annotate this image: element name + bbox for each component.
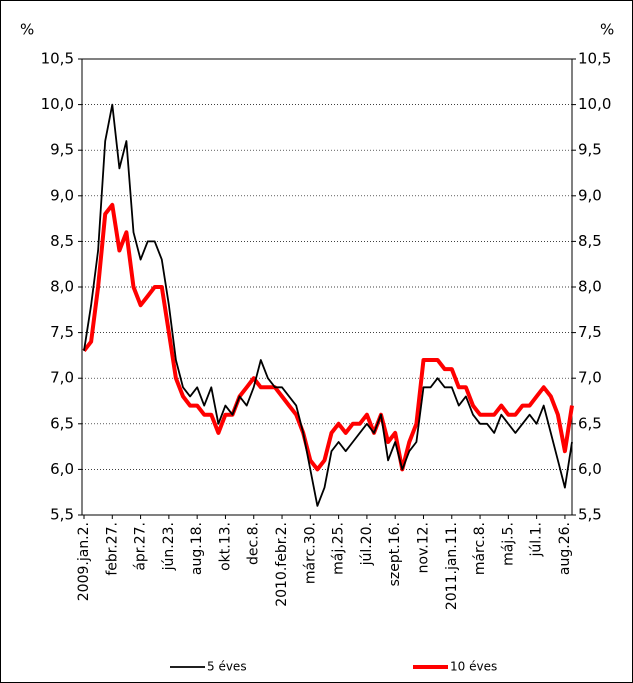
y-unit: % [20, 21, 34, 39]
x-tick-label: okt.13. [217, 522, 233, 571]
y-tick-label: 7,0 [50, 369, 74, 387]
y-tick-label: 6,5 [50, 414, 74, 432]
x-tick-label: 2011.jan.11. [444, 522, 460, 610]
y2-tick-label: 9,5 [578, 141, 602, 159]
x-tick-label: jún.23. [161, 522, 177, 571]
y-tick-label: 9,0 [50, 186, 74, 204]
y2-tick-label: 6,0 [578, 460, 602, 478]
legend-label: 10 éves [450, 660, 497, 674]
y-tick-label: 8,5 [50, 232, 74, 250]
x-tick-label: febr.27. [104, 522, 120, 576]
y-tick-label: 7,5 [50, 323, 74, 341]
y2-unit: % [600, 21, 614, 39]
y2-tick-label: 7,5 [578, 323, 602, 341]
x-tick-label: 2010.febr.2. [274, 522, 290, 607]
y2-tick-label: 9,0 [578, 186, 602, 204]
y-tick-label: 8,0 [50, 278, 74, 296]
series-line [83, 103, 573, 507]
x-tick-label: júl.20. [359, 522, 375, 566]
y2-tick-label: 10,5 [578, 50, 611, 68]
plot-area [81, 58, 573, 516]
x-tick-label: 2009.jan.2. [76, 522, 92, 601]
x-tick-label: ápr.27. [133, 522, 149, 571]
y2-tick-label: 10,0 [578, 95, 611, 113]
y-tick-label: 9,5 [50, 141, 74, 159]
x-tick-label: nov.12. [415, 522, 431, 573]
x-tick-label: aug.18. [189, 522, 205, 575]
x-tick-label: máj.25. [331, 522, 347, 575]
y-tick-label: 10,5 [41, 50, 74, 68]
series-line [82, 202, 574, 472]
x-tick-label: júl.1. [529, 522, 545, 557]
x-tick-label: dec.8. [246, 522, 262, 565]
x-tick-label: márc.30. [302, 522, 318, 584]
legend-label: 5 éves [207, 660, 247, 674]
y2-tick-label: 5,5 [578, 506, 602, 524]
y-tick-label: 6,0 [50, 460, 74, 478]
x-tick-label: aug.26. [557, 522, 573, 575]
x-tick-label: márc.8. [472, 522, 488, 575]
x-tick-label: szept.16. [387, 522, 403, 586]
y-tick-label: 5,5 [50, 506, 74, 524]
y2-tick-label: 8,0 [578, 278, 602, 296]
x-tick-label: máj.5. [500, 522, 516, 566]
y-tick-label: 10,0 [41, 95, 74, 113]
y2-tick-label: 8,5 [578, 232, 602, 250]
y2-tick-label: 6,5 [578, 414, 602, 432]
y2-tick-label: 7,0 [578, 369, 602, 387]
